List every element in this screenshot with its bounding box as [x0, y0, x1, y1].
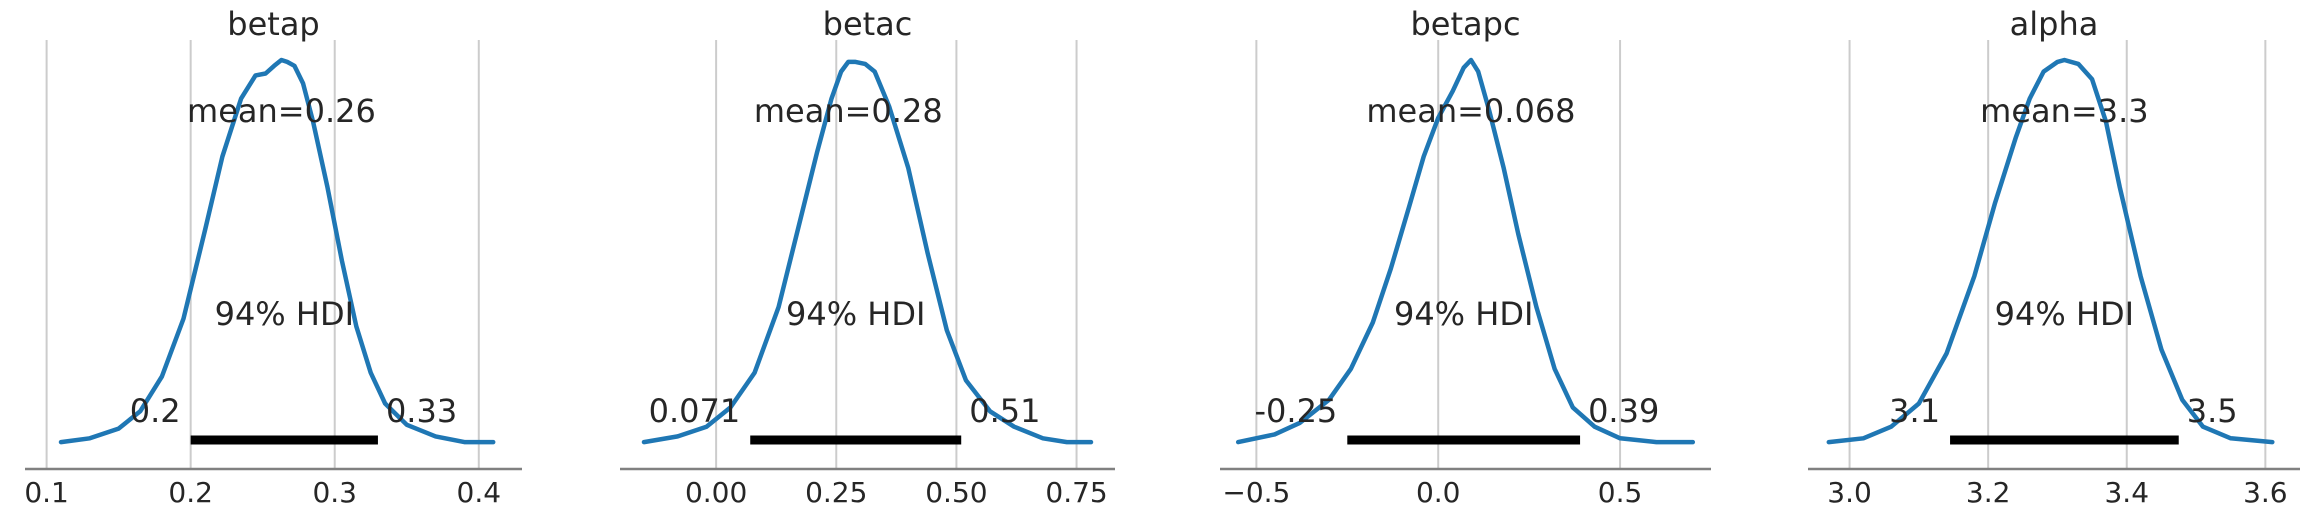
density-line: [1235, 57, 1696, 445]
hdi-high-value: 0.33: [386, 392, 457, 430]
panel-title: betac: [823, 5, 913, 43]
x-tick-label: 0.0: [1416, 476, 1461, 509]
panel-title: betapc: [1410, 5, 1520, 43]
mean-label: mean=0.26: [187, 92, 376, 130]
x-tick-label: 0.1: [24, 476, 69, 509]
x-tick-label: 0.25: [805, 476, 867, 509]
hdi-low-value: 3.1: [1889, 392, 1940, 430]
panel-betapc: −0.5 0.0 0.5 betapc mean=0.068 94% HDI -0.25 0.…: [1220, 5, 1711, 509]
hdi-label: 94% HDI: [215, 295, 354, 333]
hdi-low-value: -0.25: [1254, 392, 1337, 430]
panel-betac: 0.00 0.25 0.50 0.75 betac mean=0.28 94% HDI 0.0…: [620, 5, 1115, 509]
density-line: [641, 59, 1094, 445]
x-tick-label: 0.75: [1045, 476, 1107, 509]
hdi-low-value: 0.2: [130, 392, 181, 430]
density-line: [58, 57, 496, 445]
hdi-label: 94% HDI: [786, 295, 925, 333]
mean-label: mean=0.068: [1366, 92, 1575, 130]
x-tick-label: 3.2: [1966, 476, 2011, 509]
mean-label: mean=0.28: [754, 92, 943, 130]
x-tick-label: 0.2: [168, 476, 213, 509]
mean-label: mean=3.3: [1980, 92, 2148, 130]
hdi-high-value: 3.5: [2187, 392, 2238, 430]
panel-betap: 0.1 0.2 0.3 0.4 betap mean=0.26 94% HDI 0.2 0.33: [24, 5, 522, 509]
x-tick-label: 3.0: [1827, 476, 1872, 509]
density-line: [1826, 57, 2275, 445]
hdi-low-value: 0.071: [649, 392, 741, 430]
x-tick-label: 0.3: [312, 476, 357, 509]
panel-title: alpha: [2010, 5, 2099, 43]
x-tick-label: −0.5: [1222, 476, 1290, 509]
x-tick-label: 0.5: [1598, 476, 1643, 509]
x-tick-label: 0.00: [685, 476, 747, 509]
panel-alpha: 3.0 3.2 3.4 3.6 alpha mean=3.3 94% HDI 3.1 3.5: [1808, 5, 2300, 509]
hdi-high-value: 0.39: [1588, 392, 1659, 430]
panel-title: betap: [227, 5, 319, 43]
hdi-label: 94% HDI: [1995, 295, 2134, 333]
x-tick-label: 3.6: [2243, 476, 2288, 509]
hdi-label: 94% HDI: [1394, 295, 1533, 333]
x-tick-label: 0.4: [457, 476, 502, 509]
x-tick-label: 3.4: [2104, 476, 2149, 509]
x-tick-label: 0.50: [925, 476, 987, 509]
hdi-high-value: 0.51: [969, 392, 1040, 430]
